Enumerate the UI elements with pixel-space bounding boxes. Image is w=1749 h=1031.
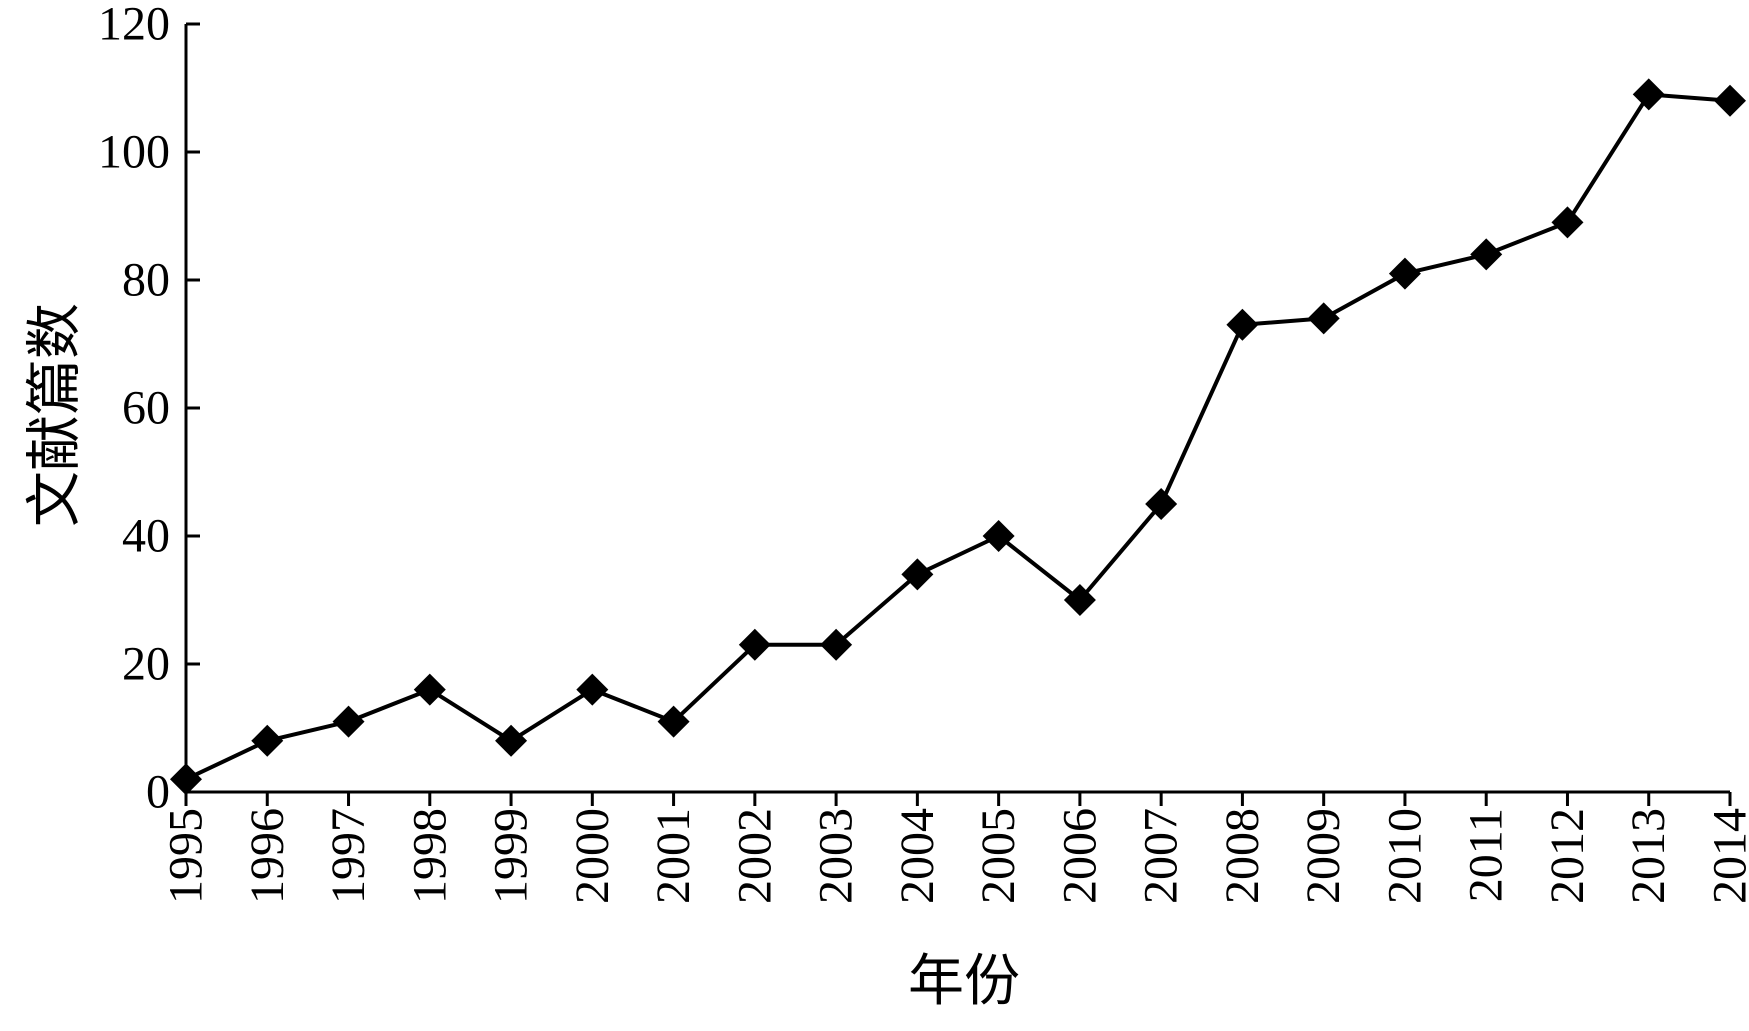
x-tick-label: 2010 (1378, 808, 1431, 904)
y-tick-label: 40 (122, 510, 170, 563)
y-axis-title: 文献篇数 (23, 303, 88, 527)
x-tick-label: 2004 (891, 808, 944, 904)
x-tick-label: 1998 (403, 808, 456, 904)
y-tick-label: 0 (146, 766, 170, 819)
data-point-marker (1145, 488, 1178, 520)
data-point-marker (332, 705, 365, 738)
x-tick-label: 2013 (1622, 808, 1675, 904)
x-axis-title: 年份 (908, 949, 1020, 1014)
x-tick-label: 1997 (322, 808, 375, 904)
x-tick-label: 2003 (810, 808, 863, 904)
y-tick-label: 80 (122, 254, 170, 307)
data-point-marker (738, 628, 771, 661)
y-axis-ticks: 0 20 40 60 80 100 120 (98, 0, 200, 819)
data-point-marker (576, 673, 609, 706)
x-tick-label: 2009 (1297, 808, 1350, 904)
x-tick-label: 2005 (972, 808, 1025, 904)
x-tick-label: 2012 (1541, 808, 1594, 904)
y-tick-label: 100 (98, 126, 170, 179)
data-point-marker (1226, 308, 1259, 341)
y-tick-label: 60 (122, 382, 170, 435)
data-point-marker (1063, 584, 1096, 616)
x-tick-label: 2000 (566, 808, 619, 904)
y-tick-label: 120 (98, 0, 170, 51)
data-point-marker (1551, 206, 1584, 239)
x-tick-label: 2001 (647, 808, 700, 904)
data-point-marker (495, 724, 528, 757)
data-point-marker (1632, 78, 1665, 111)
x-tick-label: 2007 (1135, 808, 1188, 904)
data-point-marker (820, 628, 853, 661)
x-tick-label: 1996 (241, 808, 294, 904)
data-point-marker (170, 763, 202, 796)
data-point-marker (657, 705, 690, 738)
x-axis-ticks: 1995 1996 1997 1998 1999 2000 2001 2002 2003 2004… (160, 792, 1749, 904)
y-tick-label: 20 (122, 638, 170, 691)
x-tick-label: 2006 (1053, 808, 1106, 904)
data-point-marker (1388, 257, 1421, 290)
data-point-marker (982, 520, 1015, 552)
x-tick-label: 1995 (160, 808, 213, 904)
x-tick-label: 2014 (1704, 808, 1749, 904)
x-tick-label: 2008 (1216, 808, 1269, 904)
data-point-marker (901, 558, 934, 591)
data-point-marker (1714, 84, 1746, 117)
x-tick-label: 2002 (728, 808, 781, 904)
data-point-marker (413, 673, 446, 706)
data-point-marker (251, 724, 284, 757)
data-point-marker (1470, 238, 1503, 271)
data-point-marker (1307, 302, 1340, 335)
series-group (170, 78, 1746, 796)
series-line (185, 92, 1731, 782)
axes (184, 24, 1730, 794)
x-tick-label: 2011 (1460, 808, 1513, 902)
x-tick-label: 1999 (485, 808, 538, 904)
